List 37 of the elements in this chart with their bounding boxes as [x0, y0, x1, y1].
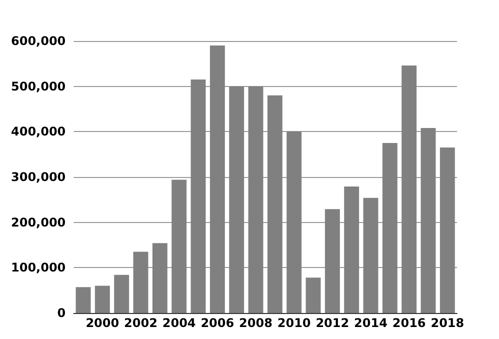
y-tick-label: 300,000 [11, 170, 66, 184]
bar [190, 80, 206, 313]
bar [363, 198, 378, 313]
x-tick-label: 2008 [239, 316, 272, 330]
bar [306, 278, 321, 313]
bar [267, 95, 282, 313]
x-tick-label: 2000 [86, 316, 120, 330]
bar [420, 128, 436, 313]
bar [210, 46, 225, 313]
x-tick-label: 2010 [277, 316, 311, 330]
bar [133, 252, 148, 313]
y-tick-label: 0 [57, 306, 66, 320]
x-tick-label: 2016 [392, 316, 426, 330]
bar [286, 132, 302, 313]
x-tick-label: 2004 [162, 316, 196, 330]
bar [382, 143, 398, 313]
bar [172, 180, 187, 313]
bar [344, 186, 360, 313]
y-tick-label: 100,000 [11, 260, 66, 275]
bar [229, 86, 244, 313]
x-tick-label: 2018 [430, 316, 464, 330]
y-tick-label: 200,000 [11, 215, 66, 230]
x-tick-label: 2012 [316, 316, 350, 330]
x-tick-label: 2014 [354, 316, 388, 330]
bar [324, 209, 340, 313]
bar [248, 86, 264, 313]
x-tick-label: 2006 [200, 316, 234, 330]
bar [76, 287, 91, 313]
y-tick-label: 600,000 [11, 34, 66, 48]
bar [94, 286, 110, 313]
x-tick-label: 2002 [124, 316, 158, 330]
y-tick-label: 500,000 [11, 79, 66, 94]
bar [402, 65, 417, 313]
bar [114, 274, 130, 313]
bar [152, 243, 168, 313]
y-tick-label: 400,000 [11, 124, 66, 139]
bar [440, 148, 455, 313]
